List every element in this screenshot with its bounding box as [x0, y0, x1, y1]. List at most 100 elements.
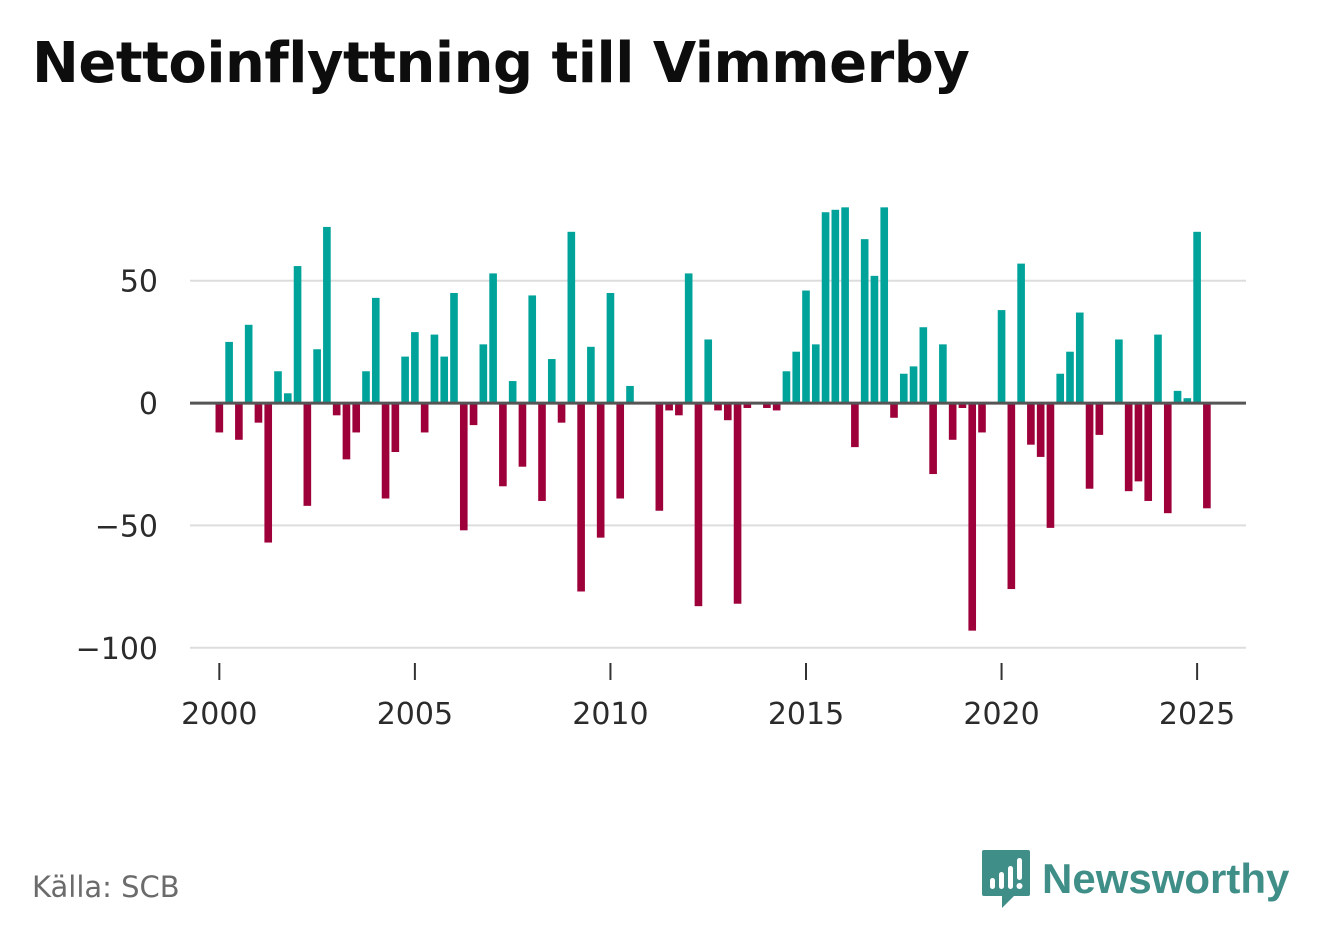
bar: [890, 403, 898, 418]
bar: [1183, 398, 1192, 404]
bar: [283, 393, 292, 404]
x-tick-label: 2015: [768, 697, 844, 732]
bar: [293, 266, 302, 404]
bar: [1095, 403, 1104, 435]
bar: [489, 273, 497, 404]
bar: [606, 292, 615, 404]
y-tick-label: 50: [120, 265, 158, 300]
bar: [352, 403, 361, 433]
grid-lines: [190, 279, 1246, 649]
bar: [411, 332, 419, 404]
bar: [616, 403, 625, 499]
bar: [694, 403, 703, 607]
bar: [420, 403, 429, 433]
x-tick-label: 2000: [181, 697, 257, 732]
bar: [303, 403, 312, 506]
bar: [821, 212, 830, 404]
bar: [948, 403, 957, 440]
bar: [655, 403, 664, 511]
bar: [362, 371, 370, 404]
bar: [254, 403, 263, 423]
bar: [499, 403, 507, 487]
bar: [430, 334, 439, 404]
bar: [665, 403, 673, 411]
bar: [577, 403, 585, 592]
bar: [440, 356, 449, 404]
bar: [508, 381, 517, 404]
bar: [1144, 403, 1153, 501]
bar: [1124, 403, 1133, 492]
bar: [215, 403, 224, 433]
bar: [596, 403, 605, 538]
bar: [997, 310, 1006, 404]
bar: [860, 239, 869, 404]
bar: [714, 403, 722, 411]
bar: [929, 403, 937, 475]
bar: [968, 403, 977, 631]
bar: [733, 403, 742, 604]
bar: [880, 207, 889, 404]
bar: [371, 297, 380, 404]
bar: [459, 403, 468, 531]
bar: [1173, 390, 1182, 404]
bar: [1134, 403, 1143, 482]
source-note: Källa: SCB: [32, 870, 180, 904]
bar: [538, 403, 546, 501]
bar: [1036, 403, 1045, 457]
bar: [704, 339, 713, 404]
bar: [684, 273, 693, 404]
bar: [323, 226, 331, 404]
bar: [450, 292, 458, 404]
brand-name: Newsworthy: [1042, 855, 1290, 902]
x-axis: 2000 2005 2010 2015 2020 2025: [181, 401, 1246, 732]
x-tick-label: 2010: [572, 697, 648, 732]
bar: [274, 371, 282, 404]
bar: [831, 209, 840, 404]
bar: [1046, 403, 1055, 528]
x-tick-label: 2025: [1159, 697, 1235, 732]
bar: [1007, 403, 1016, 590]
bar: [587, 346, 595, 404]
bar: [763, 403, 771, 408]
bar: [1154, 334, 1162, 404]
bar: [1075, 312, 1084, 404]
bar: [675, 403, 683, 416]
bar: [381, 403, 390, 499]
bar: [626, 385, 634, 404]
bar: [1056, 373, 1065, 404]
bar: [1066, 351, 1074, 404]
bar: [899, 373, 908, 404]
x-tick-label: 2005: [377, 697, 453, 732]
bar: [469, 403, 478, 426]
bar: [391, 403, 400, 453]
bar: [479, 344, 488, 404]
bar: [547, 359, 556, 404]
bar: [235, 403, 243, 440]
bar: [1203, 403, 1211, 509]
bar: [518, 403, 527, 467]
bar: [401, 356, 409, 404]
bar: [567, 231, 576, 404]
bar: [792, 351, 801, 404]
bar: [870, 275, 879, 404]
bar: [264, 403, 273, 543]
bar: [342, 403, 351, 460]
bar: [743, 403, 752, 408]
bar: [909, 366, 918, 404]
bar: [1163, 403, 1172, 514]
x-tick-label: 2020: [963, 697, 1039, 732]
bar: [811, 344, 820, 404]
brand-logo[interactable]: Newsworthy: [980, 848, 1289, 910]
y-tick-label: −100: [76, 632, 158, 667]
bar: [723, 403, 732, 421]
bar-chart: 50 0 −50 −100 2000 2005 2010 2015 2020 2025: [76, 207, 1246, 732]
chart-title: Nettoinflyttning till Vimmerby: [32, 31, 970, 96]
bar: [1027, 403, 1035, 445]
bar: [782, 371, 791, 404]
bar: [528, 295, 537, 404]
y-tick-label: 0: [139, 387, 158, 422]
y-tick-label: −50: [95, 509, 158, 544]
y-axis-ticks: 50 0 −50 −100: [76, 265, 158, 667]
bar: [313, 349, 321, 404]
bar: [1017, 263, 1025, 404]
